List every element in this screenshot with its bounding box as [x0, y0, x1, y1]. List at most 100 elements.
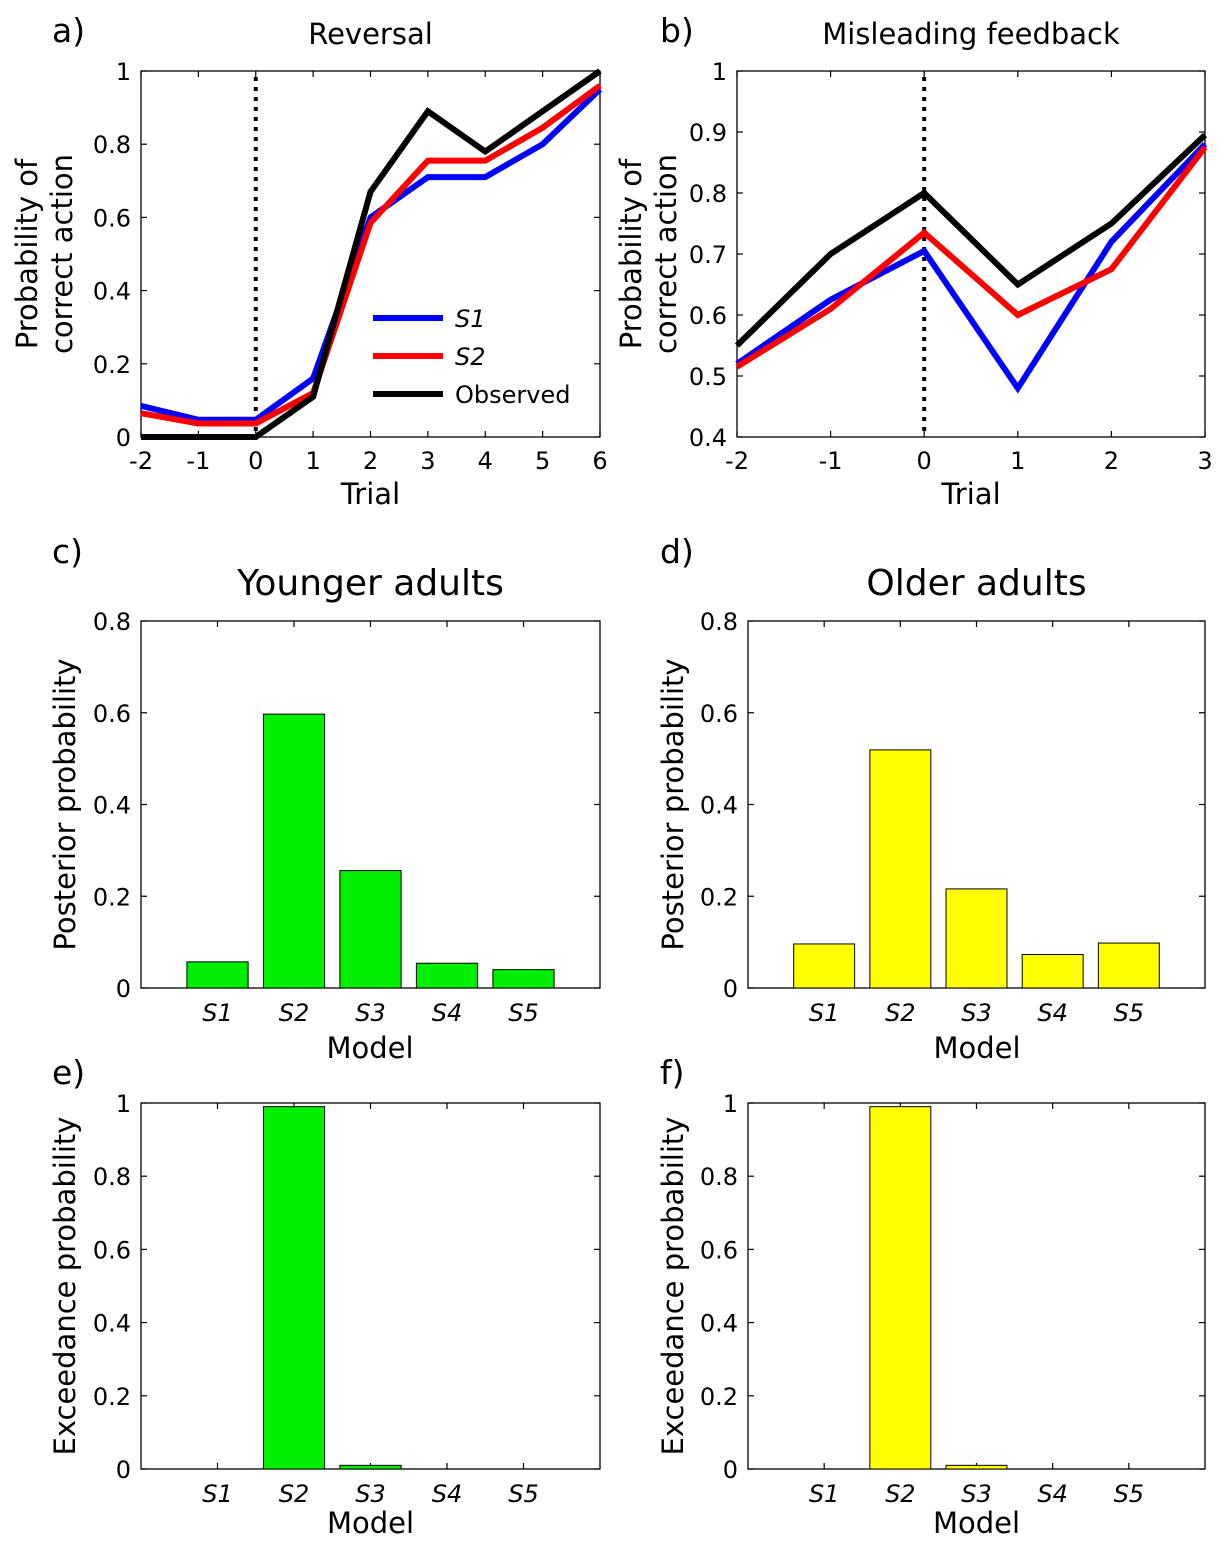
- bar-s3: [339, 1464, 402, 1470]
- chart-title: Younger adults: [236, 563, 504, 604]
- y-tick-label: 0.2: [93, 351, 131, 379]
- bar-s2: [869, 1106, 932, 1470]
- chart-title: Reversal: [308, 17, 433, 51]
- y-tick-label: 0.7: [689, 241, 727, 269]
- chart-title: Misleading feedback: [822, 17, 1120, 51]
- panel-label: c): [52, 532, 83, 571]
- x-tick-label: 2: [1104, 447, 1119, 475]
- bar-s3: [945, 1464, 1008, 1470]
- bar-s3: [339, 870, 402, 989]
- y-tick-label: 0.6: [93, 204, 131, 232]
- x-tick-label: S4: [432, 1480, 463, 1508]
- y-tick-label: 0.9: [689, 119, 727, 147]
- y-tick-label: 0.6: [93, 700, 131, 728]
- panel-label: f): [660, 1053, 685, 1092]
- x-tick-label: S5: [1114, 1480, 1145, 1508]
- y-tick-label: 1: [723, 1090, 738, 1118]
- x-axis-label: Trial: [940, 477, 1000, 511]
- y-tick-label: 0: [116, 424, 131, 452]
- y-tick-label: 0.4: [700, 792, 738, 820]
- y-tick-label: 1: [712, 58, 727, 86]
- y-tick-label: 0.8: [700, 1163, 738, 1191]
- legend-label: S2: [455, 343, 486, 371]
- x-tick-label: S3: [355, 999, 386, 1027]
- series-line-s2: [735, 145, 1208, 370]
- y-tick-label: 0.5: [689, 363, 727, 391]
- panel-e: e) 0 0.2 0.4 0.6 0.8 1 Exceedance probability S1…: [48, 1053, 601, 1540]
- x-tick-label: 5: [535, 447, 550, 475]
- x-axis-label: Model: [933, 1031, 1020, 1065]
- bar-s5: [1097, 942, 1160, 989]
- series-line-s1: [140, 87, 603, 423]
- bar-s2: [262, 713, 326, 989]
- y-tick-label: 0.2: [93, 1383, 131, 1411]
- x-axis-label: Model: [327, 1506, 414, 1540]
- y-tick-label: 0.4: [93, 1310, 131, 1338]
- y-tick-label: 0.8: [689, 180, 727, 208]
- y-tick-label: 0.4: [689, 424, 727, 452]
- y-tick-label: 0.8: [93, 608, 131, 636]
- y-tick-label: 0.8: [700, 608, 738, 636]
- y-tick-label: 0.2: [700, 1383, 738, 1411]
- x-tick-label: S5: [508, 999, 539, 1027]
- y-axis-label: correct action: [45, 154, 79, 354]
- panel-c: c) Younger adults 0 0.2 0.4 0.6 0.8 Posterior p…: [48, 532, 601, 1027]
- bar-s2: [869, 749, 932, 989]
- y-tick-label: 0: [723, 975, 738, 1003]
- bar-s1: [793, 943, 856, 989]
- bar-s2: [262, 1106, 326, 1470]
- x-tick-label: S1: [202, 1480, 233, 1508]
- x-tick-label: S1: [809, 1480, 840, 1508]
- y-tick-label: 0.8: [93, 131, 131, 159]
- series-line-s2: [140, 83, 602, 427]
- bar-s5: [492, 969, 555, 989]
- y-tick-label: 0.4: [93, 792, 131, 820]
- x-tick-label: 3: [420, 447, 435, 475]
- panel-label: a): [52, 11, 85, 50]
- x-tick-label: -2: [129, 447, 153, 475]
- y-tick-label: 1: [116, 58, 131, 86]
- panel-f: f) 0 0.2 0.4 0.6 0.8 1 Exceedance probability S1…: [656, 1053, 1206, 1540]
- y-axis-label: correct action: [649, 154, 683, 354]
- x-tick-label: 6: [592, 447, 607, 475]
- x-tick-label: 4: [478, 447, 493, 475]
- y-tick-label: 0.6: [700, 1236, 738, 1264]
- y-axis-label: Exceedance probability: [48, 1117, 82, 1456]
- chart-title: Older adults: [866, 563, 1086, 604]
- x-tick-label: S3: [961, 1480, 992, 1508]
- x-tick-label: S1: [202, 999, 233, 1027]
- x-tick-label: S4: [1037, 999, 1068, 1027]
- x-tick-label: -1: [819, 447, 843, 475]
- y-tick-label: 1: [116, 1090, 131, 1118]
- x-tick-label: S2: [885, 1480, 916, 1508]
- x-axis-label: Trial: [340, 477, 400, 511]
- x-tick-label: S4: [432, 999, 463, 1027]
- plot-area: [140, 1102, 601, 1470]
- series-line-observed: [141, 68, 602, 440]
- x-tick-label: S1: [809, 999, 840, 1027]
- y-axis-label: Probability of: [614, 158, 648, 349]
- x-tick-label: 2: [363, 447, 378, 475]
- x-tick-label: S3: [355, 1480, 386, 1508]
- bar-s1: [186, 961, 249, 989]
- bar-s3: [945, 888, 1008, 989]
- bar-s4: [1021, 954, 1084, 989]
- panel-label: b): [660, 11, 694, 50]
- y-tick-label: 0.2: [700, 883, 738, 911]
- x-tick-label: -2: [725, 447, 749, 475]
- y-tick-label: 0.8: [93, 1163, 131, 1191]
- series-line-s1: [735, 142, 1208, 394]
- y-axis-label: Posterior probability: [48, 658, 82, 950]
- panel-label: d): [660, 532, 694, 571]
- x-tick-label: -1: [186, 447, 210, 475]
- panel-a: a) Reversal 0 0.2 0.4 0.6 0.8 1 Probability of co…: [10, 11, 608, 511]
- y-tick-label: 0: [116, 975, 131, 1003]
- x-tick-label: S5: [1114, 999, 1145, 1027]
- panel-label: e): [52, 1053, 85, 1092]
- x-axis-label: Model: [326, 1031, 413, 1065]
- y-axis-label: Posterior probability: [656, 658, 690, 950]
- x-tick-label: S2: [885, 999, 916, 1027]
- panel-b: b) Misleading feedback 0.4 0.5 0.6 0.7 0.8 0.9 1…: [614, 11, 1213, 511]
- y-tick-label: 0: [116, 1456, 131, 1484]
